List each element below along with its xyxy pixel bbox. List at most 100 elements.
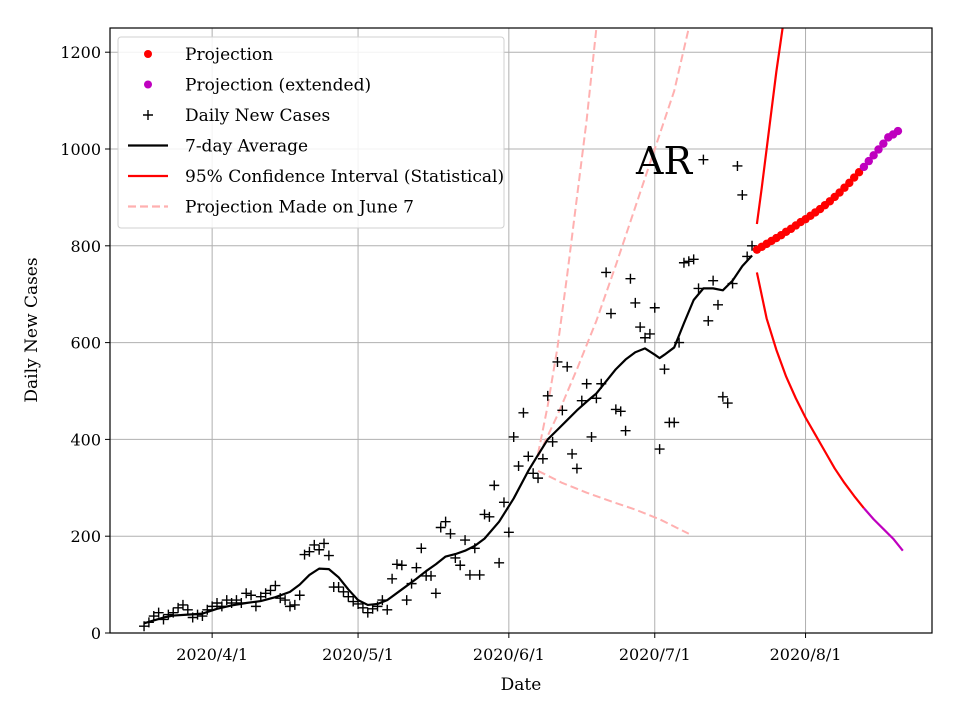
legend: Projection Projection (extended) Daily New… <box>117 36 505 229</box>
data-point-plus <box>571 463 582 474</box>
data-point-plus <box>722 398 733 409</box>
data-point-plus <box>688 254 699 265</box>
data-point-plus <box>440 516 451 527</box>
data-point-plus <box>270 580 281 591</box>
x-tick-label: 2020/5/1 <box>322 645 394 664</box>
projection-point <box>879 139 888 148</box>
projection-point <box>854 168 864 177</box>
data-point-plus <box>625 273 636 284</box>
data-point-plus <box>732 160 743 171</box>
legend-label: Projection <box>185 45 273 65</box>
data-point-plus <box>460 535 471 546</box>
data-point-plus <box>280 595 291 606</box>
data-point-plus <box>552 356 563 367</box>
data-point-plus <box>445 528 456 539</box>
x-tick-label: 2020/7/1 <box>619 645 691 664</box>
x-tick-label: 2020/4/1 <box>176 645 248 664</box>
legend-label: 7-day Average <box>185 137 308 157</box>
data-point-plus <box>557 405 568 416</box>
data-point-plus <box>464 569 475 580</box>
data-point-plus <box>649 302 660 313</box>
data-point-plus <box>289 599 300 610</box>
data-point-plus <box>455 560 466 571</box>
data-point-plus <box>372 601 383 612</box>
data-point-plus <box>484 511 495 522</box>
data-point-plus <box>494 557 505 568</box>
legend-label: Daily New Cases <box>185 106 330 126</box>
series-clip-group <box>139 28 904 632</box>
plot-frame <box>109 27 933 634</box>
data-point-plus <box>513 461 524 472</box>
data-point-plus <box>542 390 553 401</box>
data-point-plus <box>450 552 461 563</box>
series-95-confidence-interval-statistical-lower <box>755 272 865 509</box>
data-point-plus <box>391 559 402 570</box>
data-point-plus <box>654 444 665 455</box>
data-point-plus <box>168 607 179 618</box>
data-point-plus <box>284 601 295 612</box>
data-point-plus <box>698 154 709 165</box>
data-point-plus <box>581 378 592 389</box>
data-point-plus <box>236 597 247 608</box>
series-projection-made-on-june-7-low <box>537 469 690 535</box>
data-point-plus <box>469 543 480 554</box>
projection-point <box>869 151 878 160</box>
y-tick-label: 200 <box>70 527 101 546</box>
data-point-plus <box>158 614 169 625</box>
data-point-plus <box>489 480 500 491</box>
data-point-plus <box>216 601 227 612</box>
data-point-plus <box>669 417 680 428</box>
data-point-plus <box>518 407 529 418</box>
data-point-plus <box>430 588 441 599</box>
legend-label: 95% Confidence Interval (Statistical) <box>185 167 504 187</box>
x-axis-ticks: 2020/4/1 2020/5/1 2020/6/1 2020/7/1 2020/8/1 <box>176 633 841 664</box>
data-point-plus <box>246 590 257 601</box>
data-point-plus <box>357 602 368 613</box>
data-point-plus <box>143 617 154 628</box>
data-point-plus <box>591 393 602 404</box>
data-point-plus <box>343 591 354 602</box>
data-point-plus <box>620 425 631 436</box>
data-point-plus <box>528 468 539 479</box>
data-point-plus <box>737 189 748 200</box>
projection-point <box>864 156 873 166</box>
x-tick-label: 2020/6/1 <box>473 645 545 664</box>
data-point-plus <box>177 599 188 610</box>
data-point-plus <box>387 573 398 584</box>
data-point-plus <box>411 562 422 573</box>
data-point-plus <box>576 395 587 406</box>
data-point-plus <box>683 256 694 267</box>
data-point-plus <box>547 436 558 447</box>
data-point-plus <box>241 588 252 599</box>
data-point-plus <box>435 522 446 533</box>
projection-point <box>874 145 883 154</box>
data-point-plus <box>586 431 597 442</box>
data-point-plus <box>309 539 320 550</box>
grid <box>110 28 932 634</box>
data-point-plus <box>406 578 417 589</box>
region-annotation: AR <box>635 139 693 183</box>
data-point-plus <box>567 448 578 459</box>
y-axis-ticks: 0 200 400 600 800 1000 1200 <box>60 43 110 643</box>
data-point-plus <box>605 308 616 319</box>
data-point-plus <box>479 509 490 520</box>
legend-marker-plus <box>143 110 153 120</box>
data-point-plus <box>644 328 655 339</box>
data-point-plus <box>275 593 286 604</box>
data-point-plus <box>396 560 407 571</box>
projection-point <box>893 126 903 136</box>
data-point-plus <box>523 451 534 462</box>
data-point-plus <box>382 604 393 615</box>
data-point-plus <box>659 364 670 375</box>
data-point-plus <box>630 297 641 308</box>
data-point-plus <box>294 590 305 601</box>
data-point-plus <box>674 337 685 348</box>
data-point-plus <box>703 315 714 326</box>
data-point-plus <box>333 582 344 593</box>
y-tick-label: 1000 <box>60 140 101 159</box>
x-tick-label: 2020/8/1 <box>770 645 842 664</box>
projection-point <box>845 178 854 188</box>
y-tick-label: 600 <box>70 334 101 353</box>
data-point-plus <box>416 543 427 554</box>
